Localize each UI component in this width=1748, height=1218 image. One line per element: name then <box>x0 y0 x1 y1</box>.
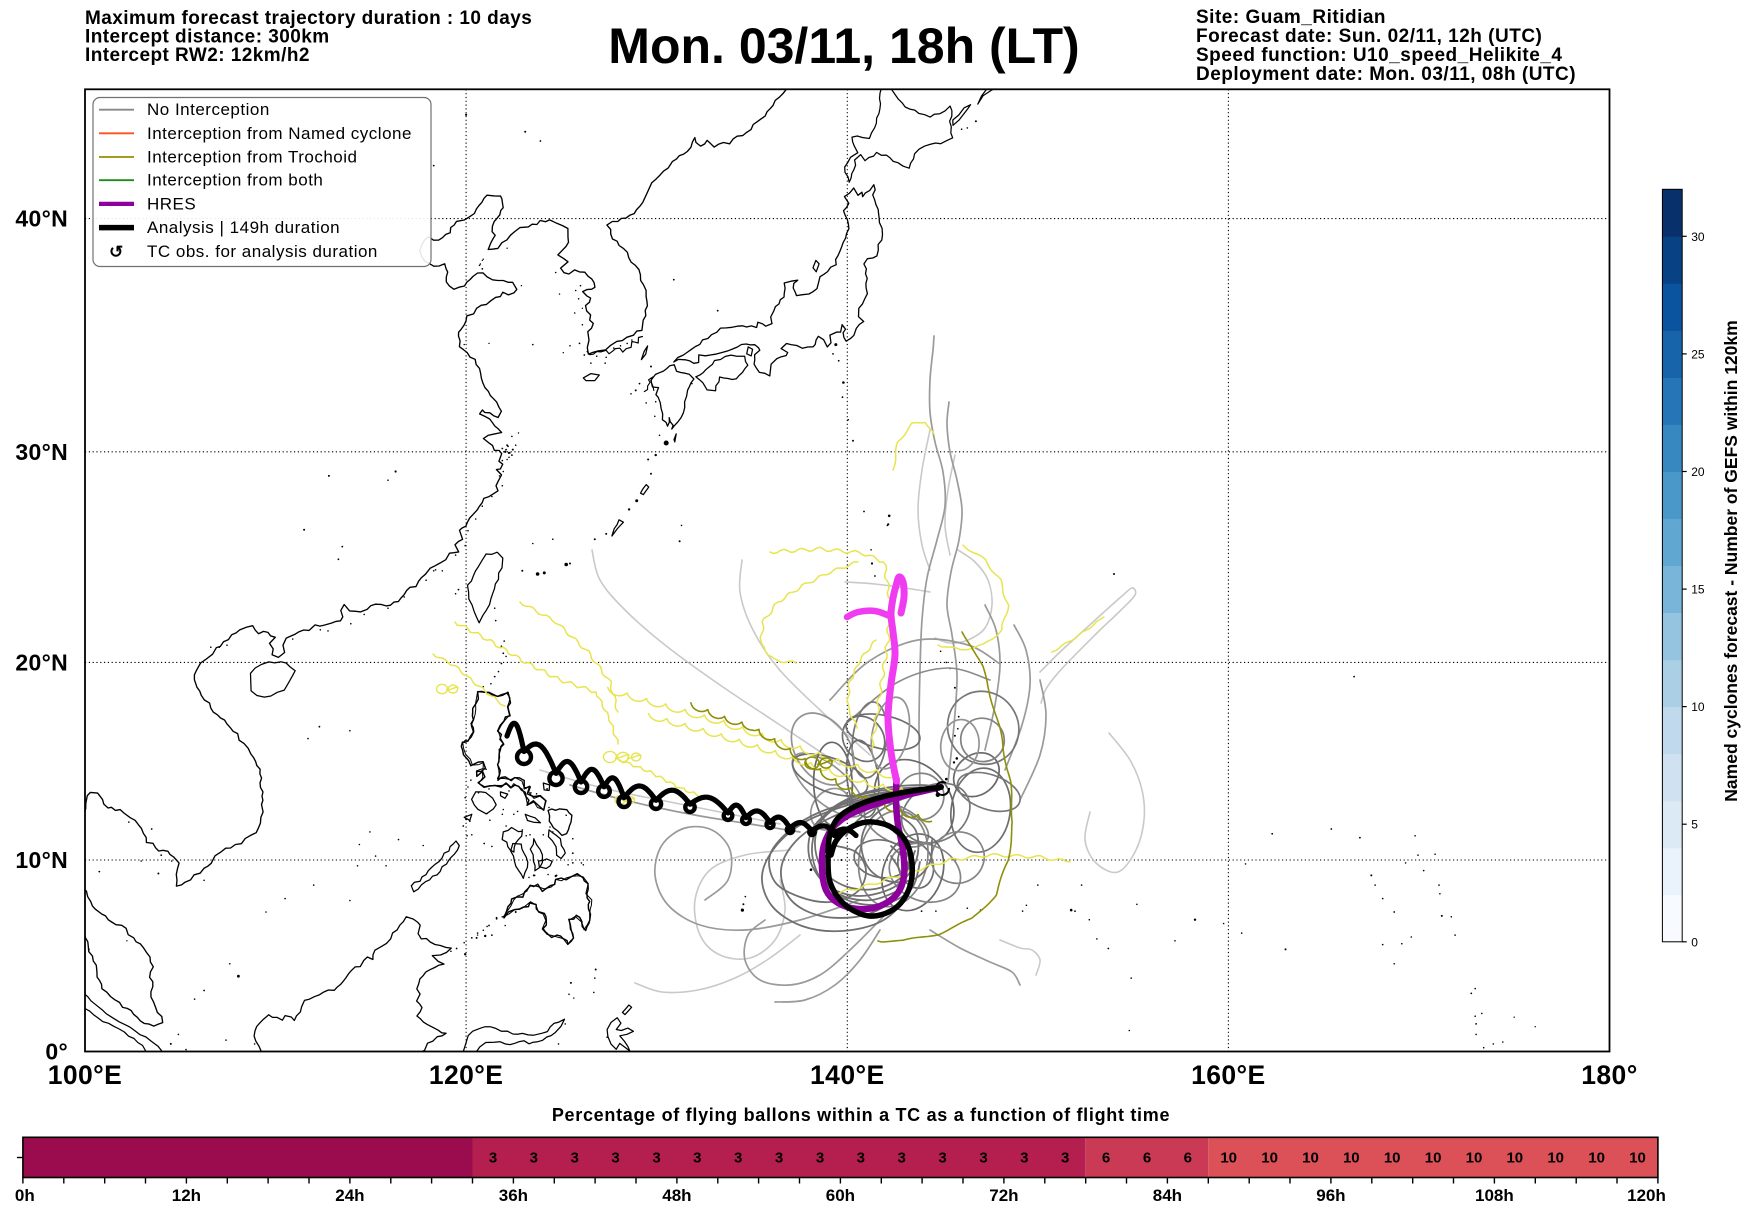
svg-text:60h: 60h <box>826 1186 855 1205</box>
svg-text:3: 3 <box>489 1150 497 1167</box>
svg-text:3: 3 <box>1061 1150 1069 1167</box>
svg-text:Intercept distance: 300km: Intercept distance: 300km <box>85 27 330 48</box>
svg-text:6: 6 <box>1184 1150 1192 1167</box>
svg-text:HRES: HRES <box>147 194 196 213</box>
svg-text:15: 15 <box>1691 583 1705 597</box>
svg-text:120°E: 120°E <box>429 1060 504 1090</box>
svg-text:48h: 48h <box>662 1186 691 1205</box>
svg-text:140°E: 140°E <box>810 1060 885 1090</box>
svg-text:3: 3 <box>775 1150 783 1167</box>
svg-text:↺: ↺ <box>109 242 123 261</box>
svg-text:10: 10 <box>1384 1150 1401 1167</box>
svg-text:No Interception: No Interception <box>147 100 270 119</box>
svg-text:10: 10 <box>1302 1150 1319 1167</box>
svg-text:5: 5 <box>1691 818 1698 832</box>
svg-text:10: 10 <box>1466 1150 1483 1167</box>
svg-text:20°N: 20°N <box>15 649 68 675</box>
svg-text:Interception from Named cyclon: Interception from Named cyclone <box>147 124 412 143</box>
svg-text:Interception from Trochoid: Interception from Trochoid <box>147 148 357 167</box>
svg-text:25: 25 <box>1691 347 1705 361</box>
svg-text:96h: 96h <box>1316 1186 1345 1205</box>
svg-text:12h: 12h <box>172 1186 201 1205</box>
svg-text:84h: 84h <box>1153 1186 1182 1205</box>
svg-text:10: 10 <box>1691 700 1705 714</box>
svg-text:10: 10 <box>1506 1150 1523 1167</box>
svg-text:72h: 72h <box>989 1186 1018 1205</box>
svg-text:3: 3 <box>693 1150 701 1167</box>
svg-text:Percentage of flying ballons w: Percentage of flying ballons within a TC… <box>552 1105 1170 1125</box>
svg-text:10: 10 <box>1588 1150 1605 1167</box>
svg-text:3: 3 <box>652 1150 660 1167</box>
svg-text:0h: 0h <box>15 1186 35 1205</box>
svg-text:Deployment date: Mon. 03/11, 0: Deployment date: Mon. 03/11, 08h (UTC) <box>1196 64 1576 85</box>
svg-text:100°E: 100°E <box>48 1060 123 1090</box>
svg-text:3: 3 <box>816 1150 824 1167</box>
svg-text:Maximum forecast trajectory du: Maximum forecast trajectory duration : 1… <box>85 8 532 29</box>
svg-text:Site: Guam_Ritidian: Site: Guam_Ritidian <box>1196 7 1386 28</box>
svg-text:Interception from both: Interception from both <box>147 171 323 190</box>
svg-text:3: 3 <box>571 1150 579 1167</box>
svg-text:Analysis | 149h duration: Analysis | 149h duration <box>147 218 340 237</box>
svg-text:3: 3 <box>898 1150 906 1167</box>
svg-text:3: 3 <box>734 1150 742 1167</box>
svg-text:40°N: 40°N <box>15 206 68 232</box>
svg-text:10: 10 <box>1343 1150 1360 1167</box>
svg-text:3: 3 <box>979 1150 987 1167</box>
svg-text:TC obs. for analysis duration: TC obs. for analysis duration <box>147 242 378 261</box>
svg-text:6: 6 <box>1102 1150 1110 1167</box>
svg-text:0°: 0° <box>45 1039 68 1065</box>
svg-text:24h: 24h <box>335 1186 364 1205</box>
svg-text:10: 10 <box>1220 1150 1237 1167</box>
svg-text:3: 3 <box>530 1150 538 1167</box>
svg-text:Mon. 03/11, 18h (LT): Mon. 03/11, 18h (LT) <box>608 18 1079 74</box>
svg-text:10°N: 10°N <box>15 847 68 873</box>
svg-text:180°: 180° <box>1581 1060 1637 1090</box>
svg-text:Speed function: U10_speed_Heli: Speed function: U10_speed_Helikite_4 <box>1196 45 1562 66</box>
svg-text:10: 10 <box>1547 1150 1564 1167</box>
svg-text:10: 10 <box>1629 1150 1646 1167</box>
svg-text:3: 3 <box>1020 1150 1028 1167</box>
svg-text:6: 6 <box>1143 1150 1151 1167</box>
svg-text:Named cyclones forecast - Numb: Named cyclones forecast - Number of GEFS… <box>1721 320 1741 801</box>
svg-text:10: 10 <box>1261 1150 1278 1167</box>
svg-text:Intercept RW2: 12km/h2: Intercept RW2: 12km/h2 <box>85 45 310 66</box>
svg-text:3: 3 <box>611 1150 619 1167</box>
svg-text:30: 30 <box>1691 230 1705 244</box>
svg-text:20: 20 <box>1691 465 1705 479</box>
svg-text:Forecast date: Sun. 02/11, 12h: Forecast date: Sun. 02/11, 12h (UTC) <box>1196 26 1542 47</box>
svg-text:3: 3 <box>938 1150 946 1167</box>
svg-text:3: 3 <box>857 1150 865 1167</box>
svg-text:10: 10 <box>1425 1150 1442 1167</box>
svg-text:108h: 108h <box>1475 1186 1514 1205</box>
svg-text:160°E: 160°E <box>1191 1060 1266 1090</box>
svg-text:0: 0 <box>1691 935 1698 949</box>
svg-text:36h: 36h <box>499 1186 528 1205</box>
svg-text:120h: 120h <box>1627 1186 1666 1205</box>
svg-text:30°N: 30°N <box>15 439 68 465</box>
